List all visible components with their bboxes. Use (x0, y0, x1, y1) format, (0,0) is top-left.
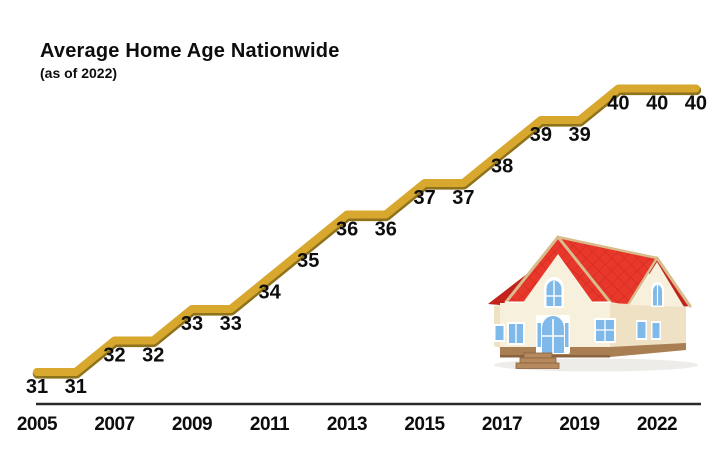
title-block: Average Home Age Nationwide (as of 2022) (40, 40, 340, 81)
point-label: 36 (375, 219, 397, 241)
x-tick-label: 2005 (17, 414, 58, 435)
point-label: 33 (220, 313, 242, 335)
chart-title: Average Home Age Nationwide (40, 40, 340, 62)
point-label: 39 (530, 124, 552, 146)
point-label: 40 (607, 93, 629, 115)
right-gable-window (651, 282, 664, 307)
point-label: 39 (568, 124, 590, 146)
point-label: 31 (65, 376, 87, 398)
x-tick-label: 2015 (404, 414, 445, 435)
point-label: 40 (646, 93, 668, 115)
point-label: 37 (413, 187, 435, 209)
house-door (536, 315, 570, 354)
x-tick-label: 2013 (327, 414, 367, 435)
point-label: 38 (491, 156, 513, 178)
front-left-window (507, 322, 525, 345)
gable-arch-window (544, 277, 564, 308)
house-windows (494, 277, 664, 345)
x-tick-label: 2017 (482, 414, 522, 435)
point-label: 35 (297, 250, 319, 272)
house-steps (515, 352, 560, 369)
x-tick-label: 2019 (559, 414, 599, 435)
data-line (33, 84, 700, 376)
x-tick-label: 2007 (94, 414, 134, 435)
point-label: 31 (26, 376, 48, 398)
x-tick-label: 2022 (637, 414, 677, 435)
house-illustration (488, 235, 698, 372)
chart-subtitle: (as of 2022) (40, 65, 118, 81)
point-label: 33 (181, 313, 203, 335)
point-label: 32 (103, 345, 125, 367)
point-label: 36 (336, 219, 358, 241)
point-label: 34 (258, 282, 281, 304)
x-tick-label: 2011 (250, 414, 290, 435)
x-tick-label: 2009 (172, 414, 212, 435)
front-right-window (594, 318, 616, 343)
point-label: 37 (452, 187, 474, 209)
point-label: 40 (685, 93, 707, 115)
point-label: 32 (142, 345, 164, 367)
